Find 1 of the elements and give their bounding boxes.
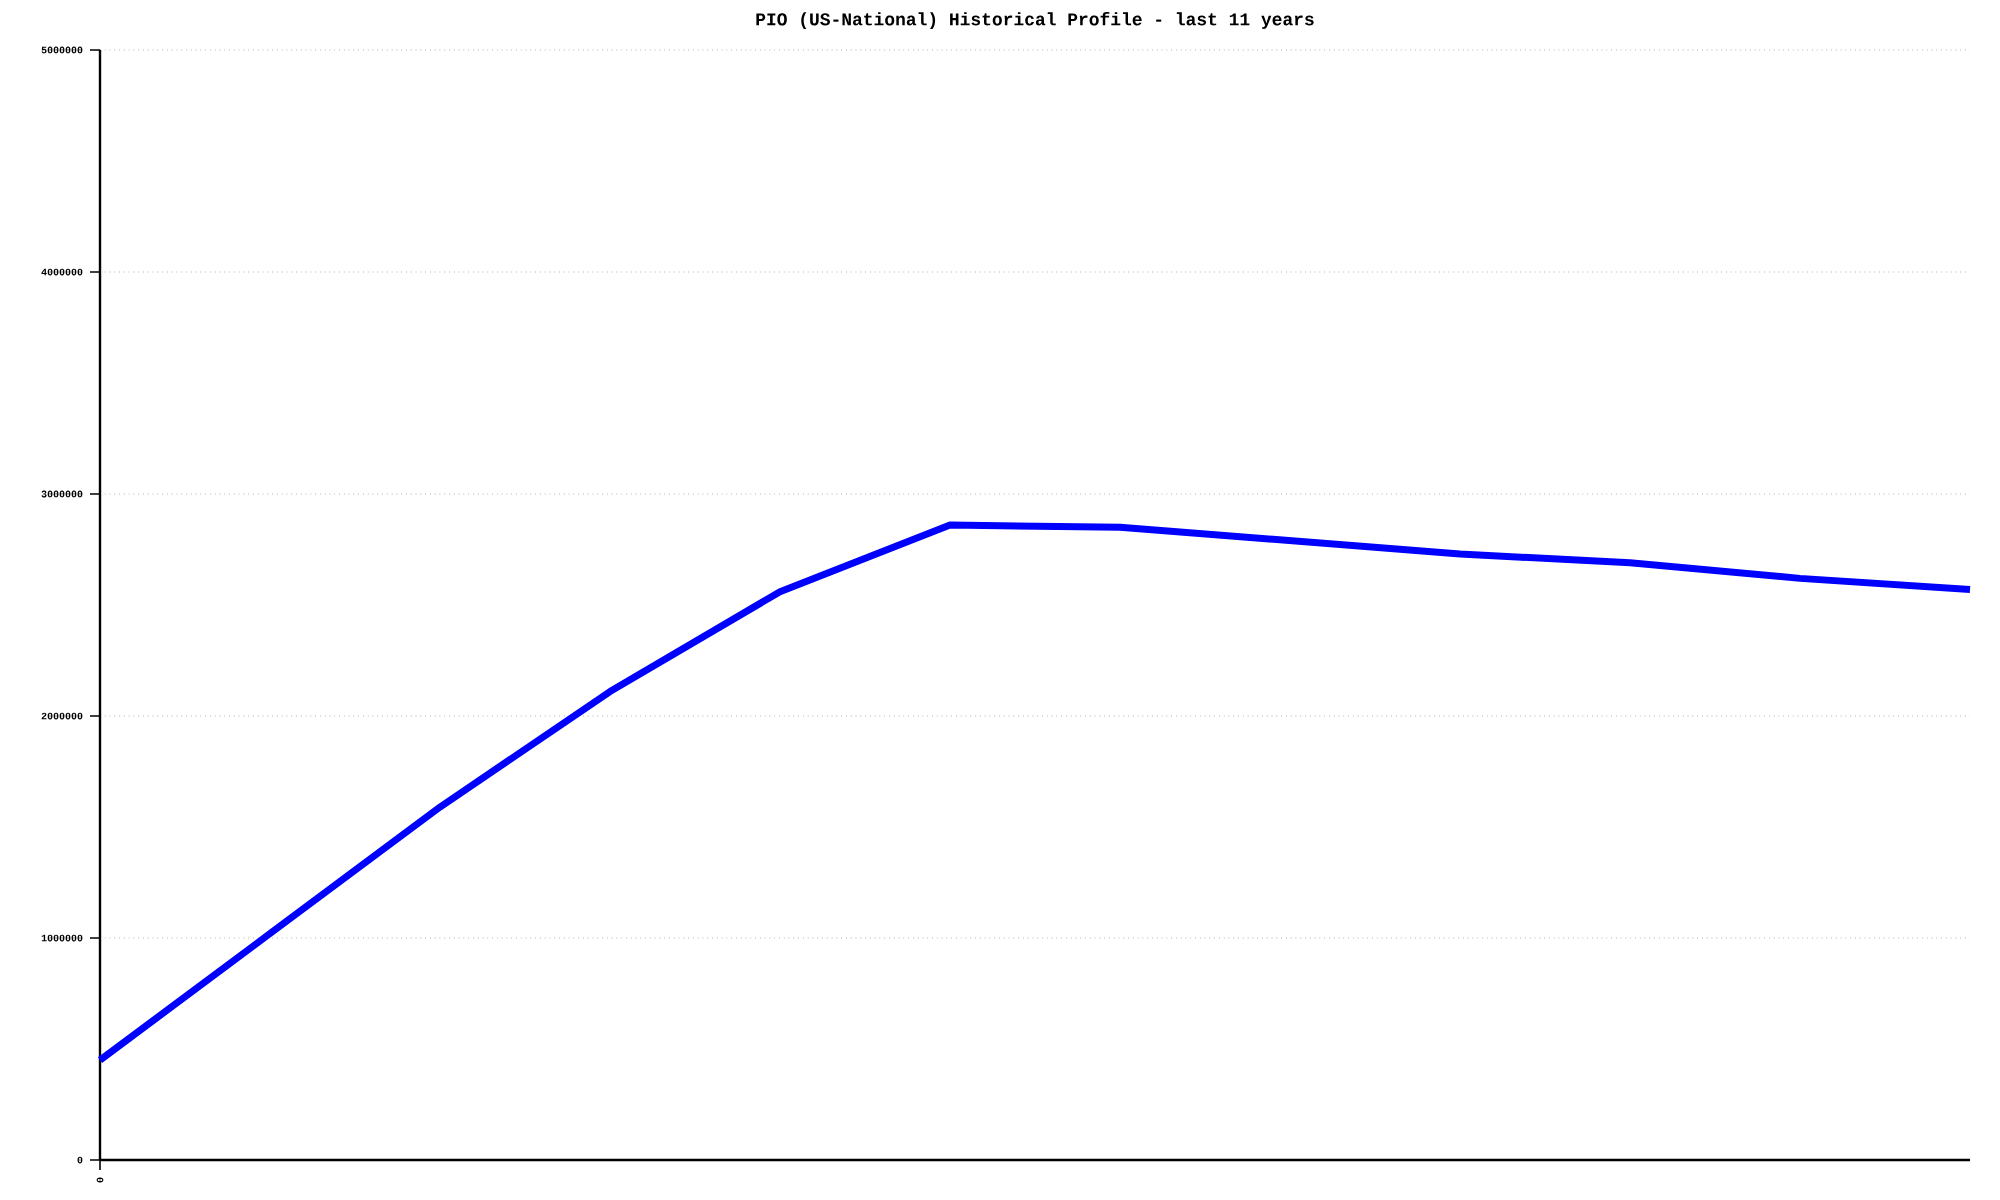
chart-title: PIO (US-National) Historical Profile - last 11 years — [756, 12, 1314, 29]
